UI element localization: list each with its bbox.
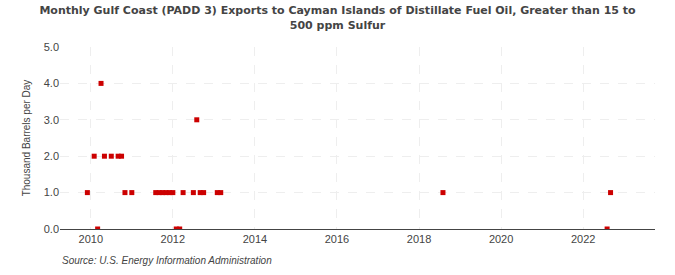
svg-text:2012: 2012 [161,233,185,245]
svg-text:2.0: 2.0 [44,150,59,162]
svg-text:Monthly Gulf Coast (PADD 3) Ex: Monthly Gulf Coast (PADD 3) Exports to C… [39,4,636,31]
svg-text:4.0: 4.0 [44,77,59,89]
svg-text:Source: U.S. Energy Informatio: Source: U.S. Energy Information Administ… [62,255,272,266]
svg-text:1.0: 1.0 [44,186,59,198]
svg-text:2022: 2022 [571,233,595,245]
svg-text:2018: 2018 [407,233,431,245]
svg-text:2014: 2014 [243,233,267,245]
svg-text:2016: 2016 [325,233,349,245]
svg-text:2020: 2020 [489,233,513,245]
svg-text:3.0: 3.0 [44,114,59,126]
svg-text:2010: 2010 [79,233,103,245]
svg-text:Thousand Barrels per Day: Thousand Barrels per Day [21,80,32,197]
svg-text:5.0: 5.0 [44,41,59,53]
svg-text:0.0: 0.0 [44,223,59,235]
